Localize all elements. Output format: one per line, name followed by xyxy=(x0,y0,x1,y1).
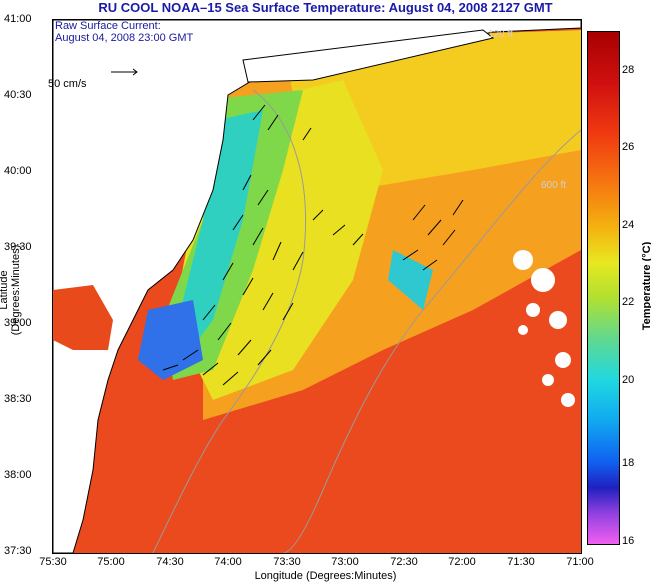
depth-label-120: 120 ft xyxy=(488,29,514,40)
ytick-label: 40:30 xyxy=(4,89,32,101)
colorbar-tick: 18 xyxy=(622,457,635,469)
colorbar-tick: 24 xyxy=(622,219,635,231)
y-axis-label: Latitude (Degrees:Minutes) xyxy=(0,244,22,336)
colorbar-tick: 28 xyxy=(622,64,635,76)
raw-current-label: Raw Surface Current: xyxy=(55,20,161,32)
colorbar-label: Temperature (°C) xyxy=(641,241,651,331)
raw-current-timestamp: August 04, 2008 23:00 GMT xyxy=(55,32,194,44)
colorbar-tick: 26 xyxy=(622,141,635,153)
ytick-label: 41:00 xyxy=(4,13,32,25)
sst-map: Raw Surface Current: August 04, 2008 23:… xyxy=(52,19,582,554)
ytick-label: 38:00 xyxy=(4,469,32,481)
xtick-label: 75:00 xyxy=(97,556,125,568)
xtick-label: 73:00 xyxy=(331,556,359,568)
xtick-label: 74:30 xyxy=(156,556,184,568)
ytick-label: 39:30 xyxy=(4,241,32,253)
xtick-label: 71:00 xyxy=(566,556,594,568)
xtick-label: 72:30 xyxy=(390,556,418,568)
map-title: RU COOL NOAA–15 Sea Surface Temperature:… xyxy=(98,0,553,15)
xtick-label: 71:30 xyxy=(507,556,535,568)
xtick-label: 75:30 xyxy=(39,556,67,568)
colorbar-tick: 16 xyxy=(622,535,635,547)
xtick-label: 72:00 xyxy=(448,556,476,568)
temperature-colorbar xyxy=(587,31,620,545)
depth-label-600: 600 ft xyxy=(541,180,567,191)
colorbar-tick: 22 xyxy=(622,296,635,308)
xtick-label: 73:30 xyxy=(273,556,301,568)
ytick-label: 40:00 xyxy=(4,165,32,177)
xtick-label: 74:00 xyxy=(214,556,242,568)
sst-map-graphic xyxy=(53,20,581,553)
ytick-label: 38:30 xyxy=(4,393,32,405)
vector-scale-label: 50 cm/s xyxy=(48,78,87,90)
colorbar-tick: 20 xyxy=(622,374,635,386)
ytick-label: 37:30 xyxy=(4,545,32,557)
ytick-label: 39:00 xyxy=(4,317,32,329)
x-axis-label: Longitude (Degrees:Minutes) xyxy=(254,570,397,582)
